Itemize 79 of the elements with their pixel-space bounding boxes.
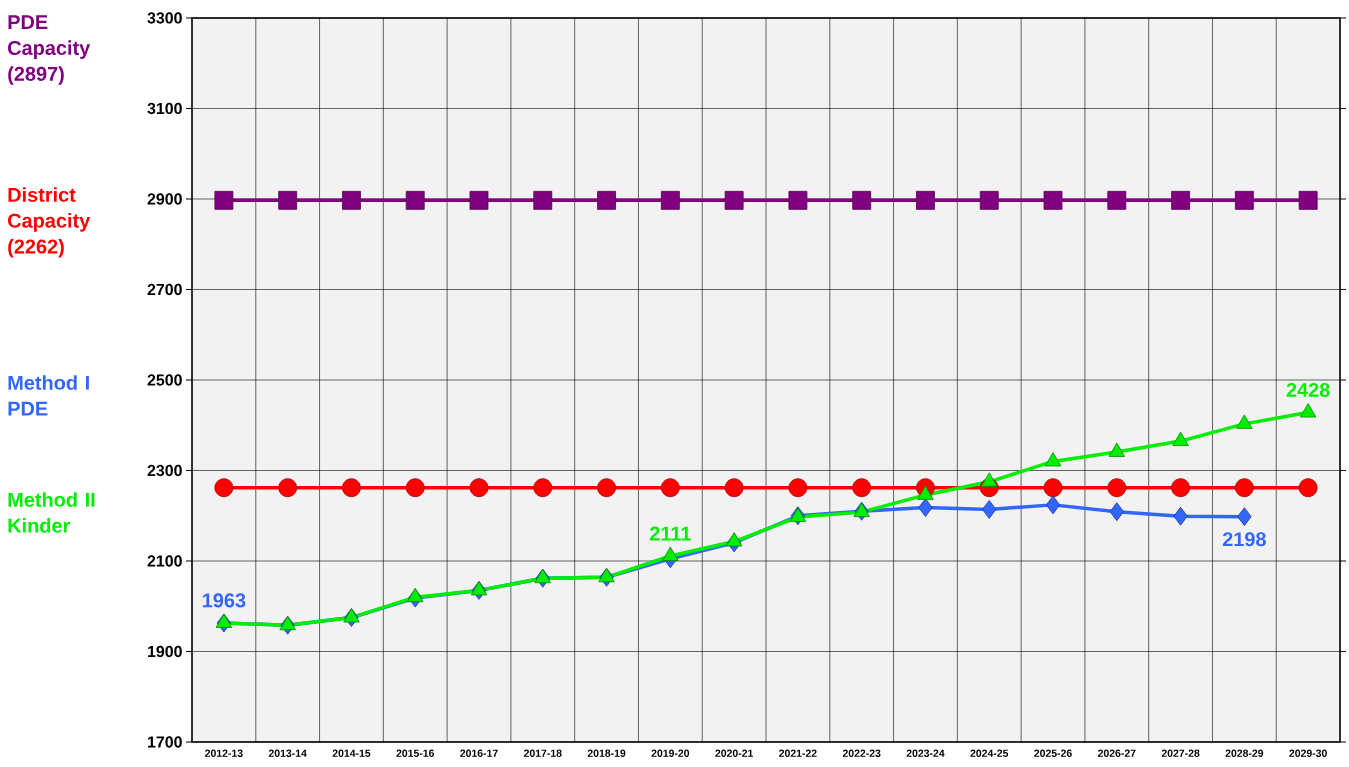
y-tick-label: 3100 bbox=[147, 102, 182, 115]
point bbox=[852, 190, 872, 210]
x-tick-label: 2028-29 bbox=[1225, 749, 1264, 757]
y-tick-label: 2300 bbox=[147, 464, 182, 477]
point bbox=[916, 190, 935, 210]
point bbox=[724, 190, 744, 210]
y-tick-label: 2100 bbox=[147, 555, 182, 567]
y-tick-label: 2900 bbox=[147, 193, 182, 205]
x-tick-label: 2022-23 bbox=[842, 749, 881, 757]
x-tick-label: 2020-21 bbox=[715, 749, 754, 757]
point bbox=[1043, 478, 1063, 498]
x-tick-label: 2012-13 bbox=[205, 749, 243, 757]
x-tick-label: 2027-28 bbox=[1161, 749, 1200, 757]
point bbox=[1171, 190, 1190, 210]
point bbox=[469, 190, 489, 210]
x-tick-label: 2014-15 bbox=[332, 749, 371, 757]
x-tick-label: 2021-22 bbox=[779, 749, 817, 757]
point bbox=[724, 478, 744, 498]
point bbox=[1043, 190, 1063, 210]
text: PDE Capacity (2897) bbox=[8, 15, 91, 85]
x-tick-label: 2024-25 bbox=[970, 749, 1009, 757]
y-tick-label: 3300 bbox=[147, 12, 182, 24]
point bbox=[278, 190, 298, 210]
point bbox=[405, 478, 425, 498]
point bbox=[470, 581, 488, 596]
point bbox=[1298, 478, 1318, 498]
text: District Capacity (2262) bbox=[8, 187, 91, 258]
point bbox=[1237, 507, 1252, 527]
point bbox=[342, 478, 361, 498]
y-tick-label: 1900 bbox=[148, 645, 182, 658]
point bbox=[1173, 506, 1188, 526]
x-tick-label: 2017-18 bbox=[523, 749, 562, 757]
point bbox=[214, 190, 234, 210]
point bbox=[979, 190, 999, 210]
text: Method II Kinder bbox=[8, 492, 95, 533]
data-label: 2198 bbox=[1222, 532, 1266, 547]
point bbox=[788, 190, 808, 210]
x-tick-label: 2029-30 bbox=[1289, 749, 1327, 757]
x-tick-label: 2015-16 bbox=[396, 749, 435, 757]
point bbox=[1109, 502, 1124, 522]
x-tick-label: 2025-26 bbox=[1034, 749, 1072, 757]
x-tick-label: 2026-27 bbox=[1097, 749, 1136, 757]
point bbox=[1234, 190, 1254, 210]
point bbox=[1171, 478, 1190, 498]
point bbox=[852, 478, 872, 498]
x-tick-label: 2016-17 bbox=[460, 749, 498, 757]
point bbox=[1298, 190, 1318, 210]
point bbox=[1107, 478, 1127, 498]
data-label: 1963 bbox=[202, 593, 246, 608]
point bbox=[982, 500, 997, 519]
point bbox=[1107, 190, 1127, 210]
x-tick-label: 2023-24 bbox=[906, 749, 945, 757]
point bbox=[533, 478, 553, 498]
point bbox=[342, 190, 361, 210]
y-tick-label: 1700 bbox=[148, 736, 182, 748]
y-tick-label: 2700 bbox=[147, 283, 182, 296]
x-tick-label: 2019-20 bbox=[651, 749, 690, 757]
point bbox=[214, 478, 234, 498]
point bbox=[918, 498, 933, 517]
point bbox=[405, 190, 425, 210]
point bbox=[1045, 495, 1061, 515]
point bbox=[725, 532, 743, 547]
x-tick-label: 2013-14 bbox=[268, 749, 307, 757]
point bbox=[469, 478, 489, 498]
point bbox=[533, 190, 553, 210]
point bbox=[1044, 452, 1062, 467]
point bbox=[660, 190, 680, 210]
point bbox=[597, 190, 616, 210]
point bbox=[1234, 478, 1254, 498]
x-tick-label: 2018-19 bbox=[587, 749, 626, 757]
data-label: 2111 bbox=[649, 526, 691, 541]
point bbox=[1299, 403, 1317, 418]
point bbox=[597, 478, 616, 498]
text: Method I PDE bbox=[8, 375, 89, 416]
point bbox=[660, 478, 680, 498]
point bbox=[278, 478, 298, 498]
y-tick-label: 2500 bbox=[147, 374, 182, 386]
point bbox=[788, 478, 808, 498]
data-label: 2428 bbox=[1286, 382, 1330, 398]
